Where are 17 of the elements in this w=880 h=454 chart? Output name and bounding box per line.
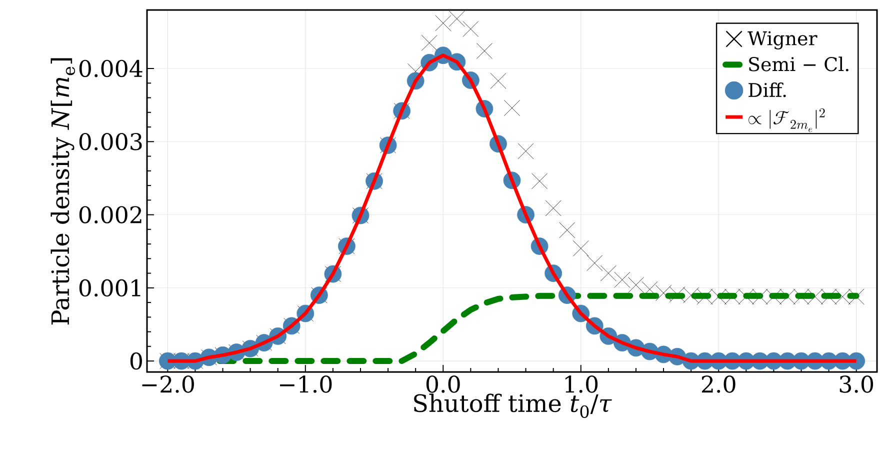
y-tick-label: 0.002 xyxy=(79,206,142,224)
x-tick-label: −2.0 xyxy=(142,375,194,393)
x-tick-label: 0.0 xyxy=(426,375,460,393)
legend-label: Semi − Cl. xyxy=(749,56,848,72)
legend-label: Diff. xyxy=(748,82,786,98)
legend-label: Wigner xyxy=(748,31,818,50)
x-tick-label: 3.0 xyxy=(840,375,874,393)
x-tick-label: −1.0 xyxy=(280,375,332,393)
y-tick-label: 0.004 xyxy=(79,60,142,78)
y-tick-label: 0.001 xyxy=(79,279,140,297)
x-tick-label: 2.0 xyxy=(702,375,736,393)
y-tick-label: 0 xyxy=(130,352,142,370)
x-axis-title: Shutoff time t$_{0}$/τ xyxy=(414,394,612,418)
legend-label: $\propto |\mathcal{F}_{2m_e}|^2$ xyxy=(748,108,825,132)
x-tick-label: 1.0 xyxy=(565,375,598,393)
y-tick-label: 0.003 xyxy=(79,132,142,150)
y-axis-title: Particle density N[m$_{e}$] xyxy=(50,58,76,324)
